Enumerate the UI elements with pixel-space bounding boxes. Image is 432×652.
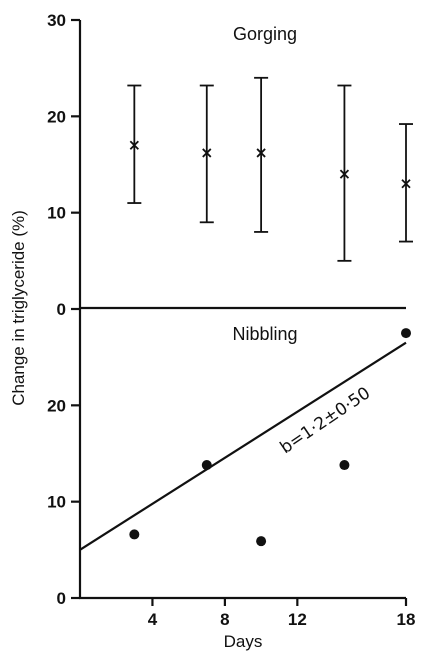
x-marker [202,148,212,158]
y-tick-label: 20 [47,107,66,126]
data-point [256,536,267,547]
x-marker [256,148,266,158]
panel-label-nibbling: Nibbling [232,324,297,344]
data-point [201,460,212,471]
y-tick-label: 0 [57,300,66,319]
x-marker-stroke [339,169,350,179]
nibbling-series [79,328,411,551]
x-tick-label: 4 [148,610,158,629]
x-marker [129,140,139,150]
x-marker [401,179,411,189]
y-tick-label: 10 [47,204,66,223]
x-marker-stroke [129,140,139,150]
y-tick-label: 10 [47,493,66,512]
x-marker-stroke [401,179,411,189]
y-axis-title: Change in triglyceride (%) [9,210,28,406]
x-tick-label: 18 [397,610,416,629]
x-marker [339,169,350,179]
x-tick-label: 12 [288,610,307,629]
x-marker-stroke [256,148,266,158]
y-tick-label: 30 [47,11,66,30]
data-point [401,328,411,339]
x-tick-label: 8 [220,610,229,629]
panel-label-gorging: Gorging [233,24,297,44]
y-ticks: 0 10 20 0 10 20 30 [47,11,80,608]
data-point [339,460,350,471]
x-ticks: 4 8 12 18 [148,598,416,629]
axes [78,20,406,600]
y-tick-label: 20 [47,396,66,415]
x-axis-title: Days [224,632,263,651]
y-tick-label: 0 [57,589,66,608]
gorging-series [127,76,413,262]
regression-line [79,341,407,551]
x-marker-stroke [202,148,212,158]
data-point [129,529,140,540]
